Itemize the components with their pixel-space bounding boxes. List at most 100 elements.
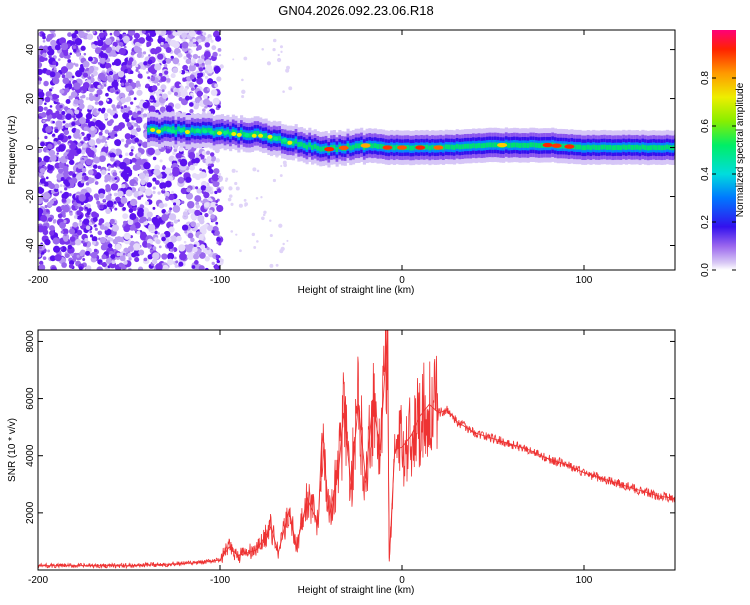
noise-speck bbox=[75, 52, 81, 57]
band-cell bbox=[600, 144, 604, 150]
noise-speck bbox=[134, 137, 140, 143]
noise-speck bbox=[117, 190, 124, 197]
noise-speck bbox=[94, 224, 97, 227]
noise-speck bbox=[175, 232, 178, 236]
spectrogram-y-tick-label: -40 bbox=[25, 238, 36, 253]
noise-speck bbox=[149, 30, 157, 38]
band-cell bbox=[474, 143, 478, 149]
band-cell bbox=[371, 143, 375, 149]
noise-speck bbox=[137, 71, 141, 74]
noise-speck bbox=[92, 93, 101, 102]
noise-speck bbox=[38, 264, 46, 270]
noise-speck bbox=[213, 65, 221, 73]
noise-speck bbox=[77, 86, 80, 90]
noise-speck bbox=[49, 105, 53, 108]
spectrogram-y-tick-label: -20 bbox=[25, 189, 36, 204]
noise-speck bbox=[40, 214, 48, 222]
noise-speck bbox=[203, 202, 210, 208]
noise-speck bbox=[38, 253, 42, 258]
noise-speck bbox=[186, 53, 191, 58]
noise-speck bbox=[71, 128, 76, 133]
band-cell bbox=[302, 143, 306, 148]
noise-speck bbox=[76, 148, 82, 154]
band-blob bbox=[216, 131, 222, 136]
noise-speck bbox=[182, 77, 187, 82]
noise-speck bbox=[118, 154, 123, 159]
noise-speck bbox=[169, 156, 175, 162]
noise-speck bbox=[269, 219, 272, 222]
noise-speck bbox=[142, 102, 149, 109]
noise-speck bbox=[74, 238, 82, 246]
snr-panel: -200 -100 0 100 2000 4000 6000 8000 Height of s… bbox=[7, 329, 676, 596]
noise-speck bbox=[177, 30, 185, 34]
noise-speck bbox=[283, 163, 287, 168]
noise-speck bbox=[101, 107, 106, 112]
noise-speck bbox=[159, 182, 167, 190]
noise-speck bbox=[38, 80, 42, 85]
noise-speck bbox=[122, 174, 129, 181]
noise-speck bbox=[234, 181, 238, 186]
noise-speck bbox=[106, 75, 112, 81]
noise-speck bbox=[107, 135, 111, 139]
band-cell bbox=[532, 142, 536, 148]
noise-speck bbox=[204, 59, 212, 66]
noise-speck bbox=[98, 135, 103, 140]
band-blob bbox=[184, 130, 190, 135]
noise-speck bbox=[203, 191, 210, 199]
noise-speck bbox=[191, 265, 196, 269]
band-cell bbox=[562, 143, 566, 149]
noise-speck bbox=[195, 152, 200, 157]
noise-speck bbox=[90, 251, 98, 259]
noise-speck bbox=[172, 205, 181, 213]
noise-speck bbox=[184, 87, 188, 92]
noise-speck bbox=[133, 32, 140, 39]
noise-speck bbox=[38, 88, 42, 92]
noise-speck bbox=[214, 98, 218, 103]
noise-speck bbox=[196, 44, 202, 51]
band-cell bbox=[589, 145, 593, 151]
noise-speck bbox=[68, 171, 74, 176]
noise-speck bbox=[97, 230, 103, 236]
band-cell bbox=[406, 144, 410, 150]
noise-speck bbox=[213, 168, 220, 175]
noise-speck bbox=[78, 222, 83, 227]
noise-speck bbox=[272, 178, 277, 183]
noise-speck bbox=[123, 220, 127, 225]
noise-speck bbox=[57, 168, 64, 174]
band-cell bbox=[177, 126, 181, 132]
noise-speck bbox=[40, 141, 45, 147]
noise-speck bbox=[138, 266, 144, 270]
noise-speck bbox=[244, 204, 247, 207]
noise-speck bbox=[105, 234, 109, 238]
noise-speck bbox=[100, 262, 103, 265]
noise-speck bbox=[39, 260, 44, 266]
noise-speck bbox=[68, 228, 76, 235]
noise-speck bbox=[199, 252, 206, 259]
noise-speck bbox=[164, 191, 170, 198]
noise-speck bbox=[88, 95, 95, 102]
noise-speck bbox=[252, 167, 257, 172]
noise-speck bbox=[210, 39, 214, 43]
noise-speck bbox=[154, 230, 158, 235]
band-cell bbox=[482, 143, 487, 148]
noise-speck bbox=[280, 165, 283, 168]
noise-speck bbox=[127, 30, 136, 36]
noise-speck bbox=[59, 184, 63, 188]
noise-speck bbox=[64, 123, 70, 129]
noise-speck bbox=[136, 52, 142, 58]
noise-speck bbox=[89, 234, 94, 238]
noise-speck bbox=[141, 30, 146, 34]
noise-speck bbox=[44, 238, 51, 246]
noise-speck bbox=[79, 117, 87, 125]
noise-speck bbox=[104, 115, 108, 120]
noise-speck bbox=[168, 226, 175, 233]
noise-speck bbox=[196, 77, 204, 85]
noise-speck bbox=[58, 144, 66, 152]
band-cell bbox=[510, 142, 514, 148]
noise-speck bbox=[137, 207, 144, 214]
noise-speck bbox=[64, 130, 68, 134]
band-hotspot bbox=[324, 146, 335, 152]
noise-speck bbox=[123, 105, 128, 109]
noise-speck bbox=[65, 155, 69, 160]
noise-speck bbox=[38, 45, 44, 51]
